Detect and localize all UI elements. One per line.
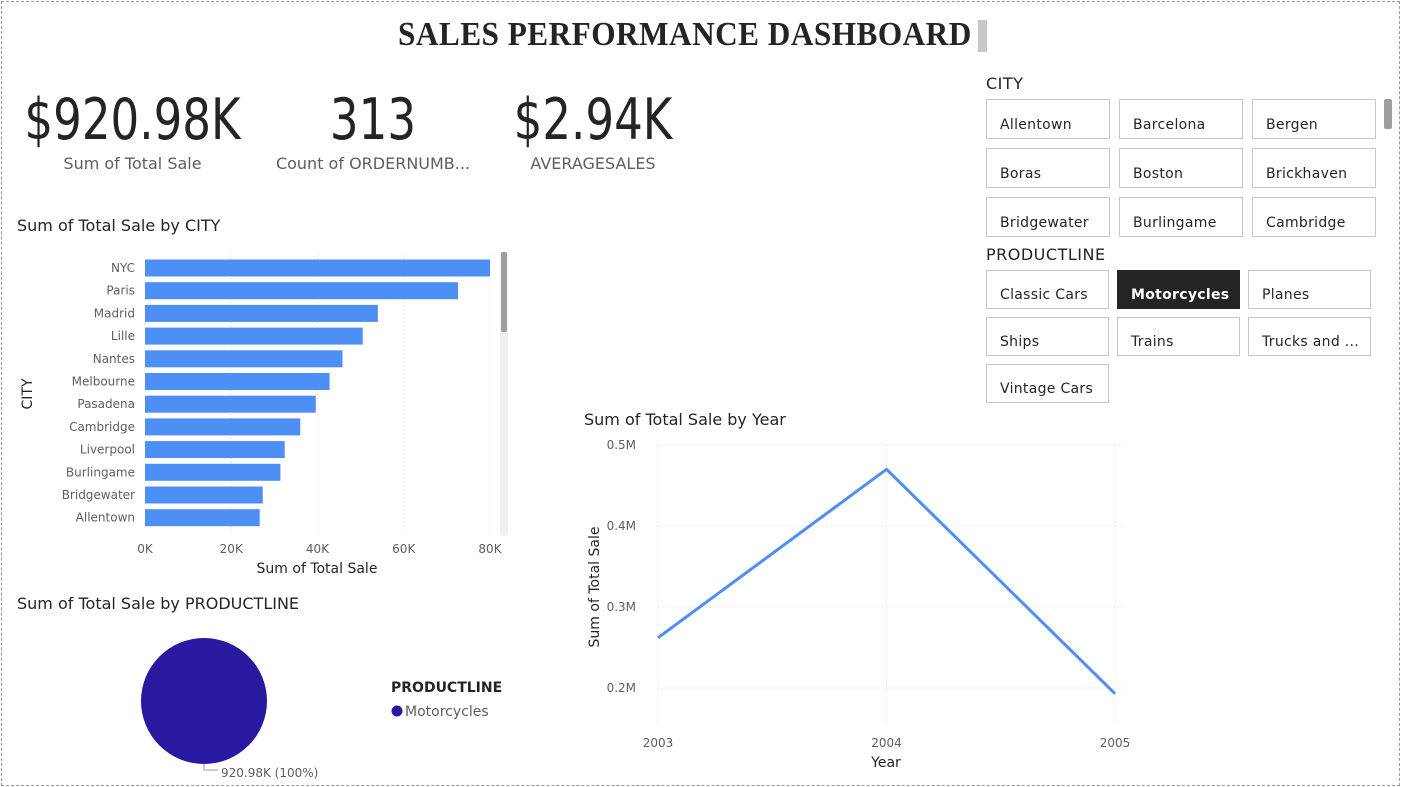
bar-category-label: Nantes [93, 352, 135, 366]
bar-category-label: Lille [111, 329, 135, 343]
title-decoration [978, 20, 987, 52]
productline-slicer-item[interactable]: Trucks and ... [1248, 317, 1371, 356]
productline-slicer-item[interactable]: Ships [986, 317, 1109, 356]
productline-slicer-item[interactable]: Classic Cars [986, 270, 1109, 309]
line-series-total-sale [657, 467, 1117, 695]
line-y-axis-title: Sum of Total Sale [587, 527, 603, 648]
bar-burlingame [145, 463, 281, 481]
bar-x-tick-label: 40K [306, 542, 330, 556]
city-slicer-scroll-thumb[interactable] [1384, 99, 1392, 129]
city-slicer-item[interactable]: Boras [986, 148, 1110, 188]
kpi-total-sale-label: Sum of Total Sale [63, 154, 202, 173]
bar-category-label: Liverpool [80, 443, 135, 457]
bar-chart-title: Sum of Total Sale by CITY [17, 216, 221, 235]
pie-legend-item: Motorcycles [405, 704, 489, 720]
bar-cambridge [145, 418, 301, 436]
productline-pie-chart[interactable]: 920.98K (100%) PRODUCTLINE Motorcycles [0, 620, 520, 785]
line-x-tick-label: 2005 [1100, 736, 1131, 750]
city-slicer-item[interactable]: Bergen [1252, 99, 1376, 139]
kpi-average-sales[interactable]: $2.94K AVERAGESALES [493, 90, 693, 173]
bar-category-label: Burlingame [66, 465, 135, 479]
bar-category-label: Madrid [94, 306, 135, 320]
line-x-tick-label: 2003 [643, 736, 674, 750]
line-y-tick-label: 0.2M [607, 681, 636, 695]
year-line-chart[interactable]: 0.2M 0.3M 0.4M 0.5M 2003 2004 2005 Year Sum of T… [575, 430, 1155, 775]
bar-pasadena [145, 395, 316, 413]
page-title: SALES PERFORMANCE DASHBOARD [398, 16, 972, 53]
city-slicer-item[interactable]: Barcelona [1119, 99, 1243, 139]
line-chart-title: Sum of Total Sale by Year [584, 410, 786, 429]
line-x-axis-title: Year [870, 755, 901, 771]
bar-y-axis-title: CITY [20, 378, 36, 409]
pie-legend-marker [391, 705, 403, 717]
city-slicer-item[interactable]: Burlingame [1119, 197, 1243, 237]
bar-category-label: Melbourne [72, 375, 135, 389]
bar-chart-scroll-thumb[interactable] [501, 252, 507, 332]
productline-slicer-item[interactable]: Motorcycles [1117, 270, 1240, 309]
city-slicer-item[interactable]: Brickhaven [1252, 148, 1376, 188]
kpi-total-sale[interactable]: $920.98K Sum of Total Sale [5, 90, 260, 173]
bar-chart-scrollbar[interactable] [500, 252, 508, 536]
bar-category-label: NYC [111, 261, 135, 275]
line-y-tick-label: 0.4M [607, 519, 636, 533]
kpi-average-sales-value: $2.94K [513, 87, 673, 153]
bar-nyc [145, 259, 490, 277]
kpi-order-count[interactable]: 313 Count of ORDERNUMB... [268, 90, 478, 173]
bar-x-tick-label: 0K [137, 542, 154, 556]
kpi-order-count-value: 313 [329, 87, 417, 153]
bar-x-tick-label: 20K [220, 542, 244, 556]
bar-madrid [145, 304, 378, 322]
line-y-tick-label: 0.5M [607, 438, 636, 452]
productline-slicer-item[interactable]: Vintage Cars [986, 364, 1109, 403]
productline-slicer-header: PRODUCTLINE [986, 245, 1106, 264]
bar-x-tick-label: 60K [392, 542, 416, 556]
pie-slice-motorcycles [141, 638, 267, 764]
pie-legend-title: PRODUCTLINE [391, 680, 502, 696]
productline-slicer-item[interactable]: Planes [1248, 270, 1371, 309]
city-slicer-item[interactable]: Cambridge [1252, 197, 1376, 237]
bar-paris [145, 282, 459, 300]
pie-leader-line [203, 764, 218, 771]
productline-slicer-item[interactable]: Trains [1117, 317, 1240, 356]
line-x-tick-label: 2004 [871, 736, 902, 750]
city-slicer-header: CITY [986, 74, 1024, 93]
bar-nantes [145, 350, 343, 368]
bar-category-label: Allentown [76, 511, 135, 525]
city-slicer-item[interactable]: Boston [1119, 148, 1243, 188]
bar-liverpool [145, 441, 285, 459]
kpi-average-sales-label: AVERAGESALES [530, 154, 656, 173]
bar-category-label: Pasadena [77, 397, 135, 411]
line-y-tick-label: 0.3M [607, 600, 636, 614]
bar-category-label: Bridgewater [62, 488, 135, 502]
kpi-order-count-label: Count of ORDERNUMB... [275, 154, 471, 173]
bar-lille [145, 327, 363, 345]
bar-category-label: Paris [106, 284, 135, 298]
city-slicer-item[interactable]: Bridgewater [986, 197, 1110, 237]
bar-melbourne [145, 373, 330, 390]
bar-allentown [145, 509, 260, 527]
city-slicer-item[interactable]: Allentown [986, 99, 1110, 139]
bar-x-axis-title: Sum of Total Sale [257, 561, 378, 577]
pie-data-label: 920.98K (100%) [221, 766, 318, 780]
bar-x-tick-label: 80K [478, 542, 502, 556]
city-bar-chart[interactable]: 0K 20K 40K 60K 80K NYC Paris Madrid Lille Nantes M… [0, 240, 520, 585]
bar-category-label: Cambridge [69, 420, 135, 434]
kpi-total-sale-value: $920.98K [24, 87, 241, 153]
pie-chart-title: Sum of Total Sale by PRODUCTLINE [17, 594, 300, 613]
bar-bridgewater [145, 486, 263, 504]
